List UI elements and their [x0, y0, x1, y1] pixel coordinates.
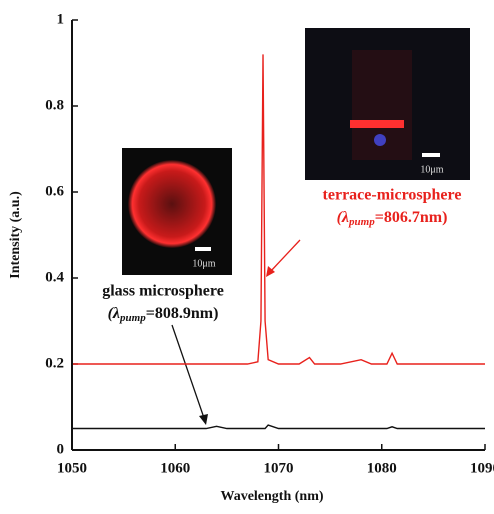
y-tick-label: 1 — [57, 11, 65, 27]
plot: 0 0.2 0.4 0.6 0.8 1 1050 1060 1070 1080 1090 — [45, 11, 494, 476]
annotation: (λpump=808.9nm) — [108, 305, 219, 324]
x-tick-label: 1070 — [264, 460, 294, 476]
inset-terrace — [305, 28, 470, 180]
scale-bar-label: 10μm — [192, 258, 215, 269]
y-tick-label: 0.6 — [45, 183, 64, 199]
x-tick-label: 1080 — [367, 460, 397, 476]
arrow — [269, 239, 301, 273]
x-tick-label: 1050 — [57, 460, 87, 476]
y-tick-label: 0.2 — [45, 355, 64, 371]
series-line — [72, 424, 485, 430]
x-tick-label: 1060 — [160, 460, 190, 476]
y-tick-label: 0.4 — [45, 269, 64, 285]
x-axis-label: Wavelength (nm) — [220, 489, 323, 504]
arrow — [171, 324, 205, 419]
y-tick-label: 0.8 — [45, 97, 64, 113]
annotation: (λpump=806.7nm) — [337, 209, 448, 228]
arrow-head — [199, 414, 208, 425]
x-tick-label: 1090 — [470, 460, 494, 476]
annotation: terrace-microsphere — [323, 187, 462, 204]
y-tick-label: 0 — [57, 441, 65, 457]
inset-glass — [122, 148, 232, 275]
scale-bar-label: 10μm — [420, 164, 443, 175]
annotation: glass microsphere — [102, 283, 224, 300]
y-axis-label: Intensity (a.u.) — [8, 191, 23, 279]
series-line — [72, 54, 485, 365]
arrow-head — [266, 266, 275, 277]
